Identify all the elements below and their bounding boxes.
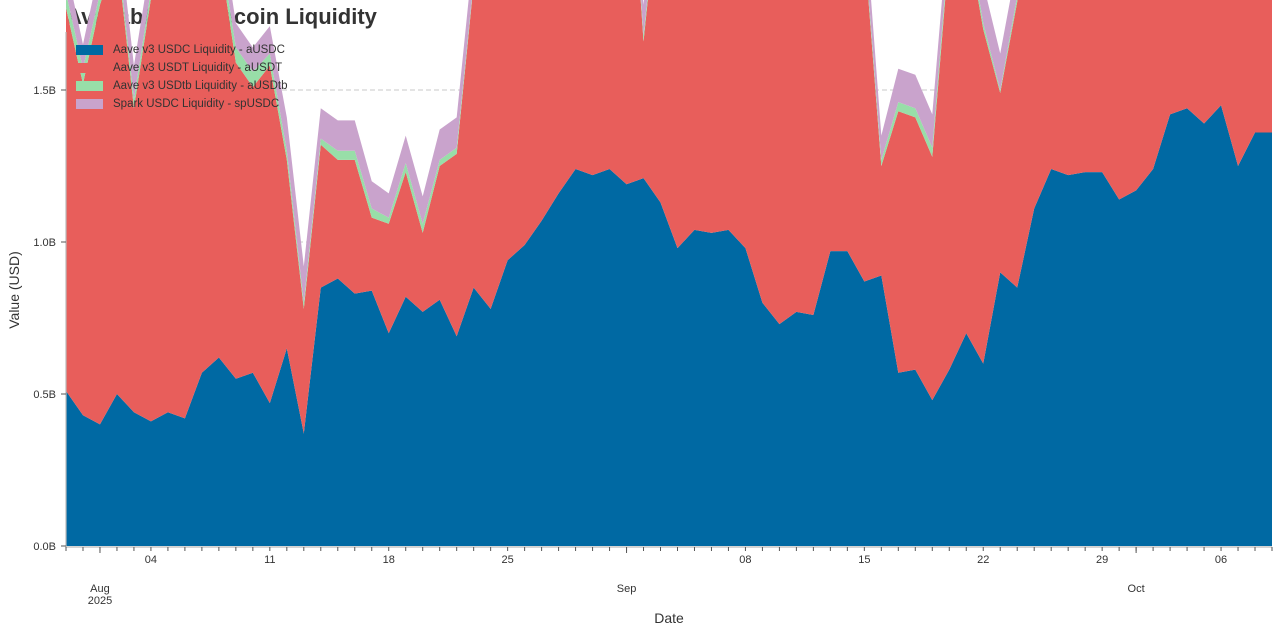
x-axis-label: Date [654,610,684,626]
x-tick-label: 25 [502,554,514,566]
x-month-label: 2025 [88,595,112,607]
legend-item-ausdc[interactable]: Aave v3 USDC Liquidity - aUSDC [76,41,288,59]
x-month-label: Sep [617,583,637,595]
x-tick-label: 22 [977,554,989,566]
x-tick-label: 06 [1215,554,1227,566]
legend-swatch [76,63,103,73]
x-tick-label: 11 [264,554,275,566]
x-tick-label: 18 [383,554,395,566]
y-tick-label: 0.5B [33,389,56,401]
y-ticks: 0.0B0.5B1.0B1.5B2.0B2.5B3.0B [33,85,66,553]
area-series-1 [66,0,1272,434]
legend-item-ausdt[interactable]: Aave v3 USDT Liquidity - aUSDT [76,59,288,77]
legend-label: Spark USDC Liquidity - spUSDC [113,98,280,110]
legend-item-spusdc[interactable]: Spark USDC Liquidity - spUSDC [76,95,288,113]
legend-label: Aave v3 USDtb Liquidity - aUSDtb [113,80,288,92]
legend-swatch [76,81,103,91]
x-tick-label: 08 [739,554,751,566]
legend-swatch [76,45,103,55]
area-layers [66,0,1272,546]
legend: Aave v3 USDC Liquidity - aUSDC Aave v3 U… [76,41,288,113]
x-month-label: Oct [1128,583,1145,595]
y-axis-label: Value (USD) [6,251,22,329]
legend-label: Aave v3 USDC Liquidity - aUSDC [113,44,285,56]
axes [65,32,1272,548]
area-series-0 [66,105,1272,546]
legend-swatch [76,99,103,109]
x-month-label: Aug [90,583,110,595]
x-tick-label: 04 [145,554,157,566]
y-tick-label: 1.0B [33,237,56,249]
legend-label: Aave v3 USDT Liquidity - aUSDT [113,62,283,74]
x-tick-label: 15 [858,554,870,566]
legend-item-ausdtb[interactable]: Aave v3 USDtb Liquidity - aUSDtb [76,77,288,95]
y-tick-label: 1.5B [33,85,56,97]
y-tick-label: 0.0B [33,541,56,553]
x-tick-label: 29 [1096,554,1108,566]
